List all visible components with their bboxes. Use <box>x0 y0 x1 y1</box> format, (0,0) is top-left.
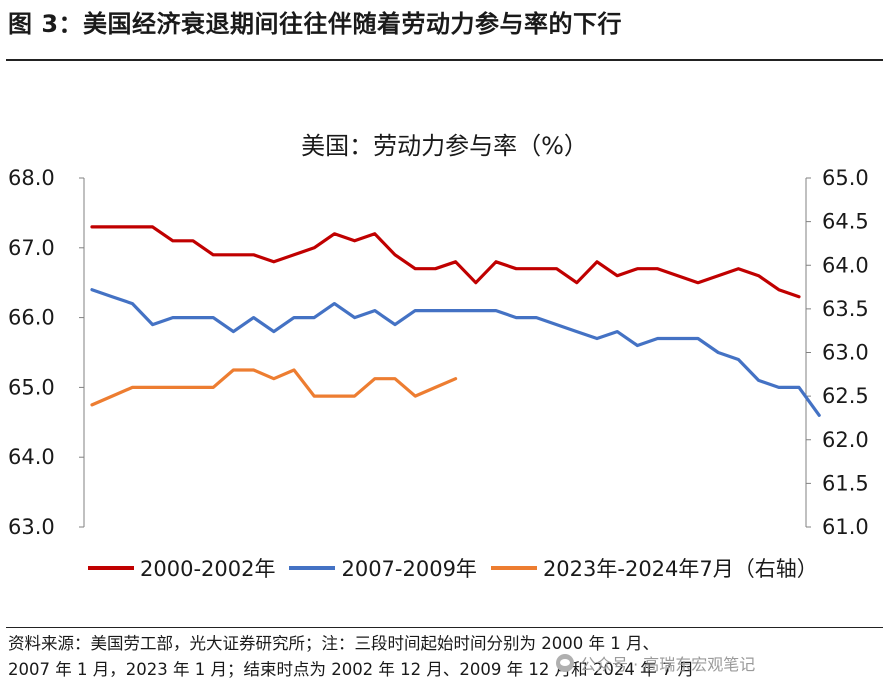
series-line-2000-2002 <box>90 225 801 299</box>
left-tick-label: 64.0 <box>8 445 55 469</box>
series-line-2007-2009 <box>90 288 821 417</box>
legend-item-2023: 2023年-2024年7月（右轴） <box>490 553 818 583</box>
right-tick-label: 64.5 <box>822 210 869 234</box>
legend-swatch-2007 <box>289 566 336 570</box>
left-tick-label: 65.0 <box>8 375 55 399</box>
left-tick-label: 66.0 <box>8 306 55 330</box>
series-line-2023-2024 <box>90 368 458 407</box>
right-tick-label: 62.0 <box>822 428 869 452</box>
right-tick-label: 63.0 <box>822 341 869 365</box>
legend-swatch-2000 <box>88 566 134 570</box>
right-tick-label: 63.5 <box>822 297 869 321</box>
footnote-line-1: 资料来源：美国劳工部，光大证券研究所；注：三段时间起始时间分别为 2000 年 … <box>8 634 659 653</box>
left-tick-label: 68.0 <box>8 166 55 190</box>
footnote-line-2: 2007 年 1 月，2023 年 1 月；结束时点为 2002 年 12 月、… <box>8 660 695 679</box>
title-rule <box>6 59 883 61</box>
watermark: 公众号 · 高瑞东宏观笔记 <box>556 651 755 675</box>
legend-swatch-2023 <box>490 566 537 570</box>
chart-legend: 2000-2002年 2007-2009年 2023年-2024年7月（右轴） <box>88 553 832 583</box>
right-tick-label: 65.0 <box>822 166 869 190</box>
legend-label-2007: 2007-2009年 <box>341 557 477 581</box>
footnote-rule <box>6 627 883 628</box>
chart-title: 美国：劳动力参与率（%） <box>301 132 588 160</box>
legend-item-2000: 2000-2002年 <box>88 553 275 583</box>
right-tick-label: 64.0 <box>822 253 869 277</box>
right-tick-label: 61.5 <box>822 471 869 495</box>
footnote: 资料来源：美国劳工部，光大证券研究所；注：三段时间起始时间分别为 2000 年 … <box>8 631 884 683</box>
figure-title: 图 3：美国经济衰退期间往往伴随着劳动力参与率的下行 <box>8 10 623 38</box>
right-tick-label: 61.0 <box>822 515 869 539</box>
right-tick-label: 62.5 <box>822 384 869 408</box>
legend-item-2007: 2007-2009年 <box>289 553 477 583</box>
legend-label-2023: 2023年-2024年7月（右轴） <box>542 557 818 581</box>
left-tick-label: 67.0 <box>8 236 55 260</box>
legend-label-2000: 2000-2002年 <box>140 557 276 581</box>
wechat-icon <box>556 654 574 672</box>
left-tick-label: 63.0 <box>8 515 55 539</box>
watermark-text: 公众号 · 高瑞东宏观笔记 <box>580 655 756 674</box>
